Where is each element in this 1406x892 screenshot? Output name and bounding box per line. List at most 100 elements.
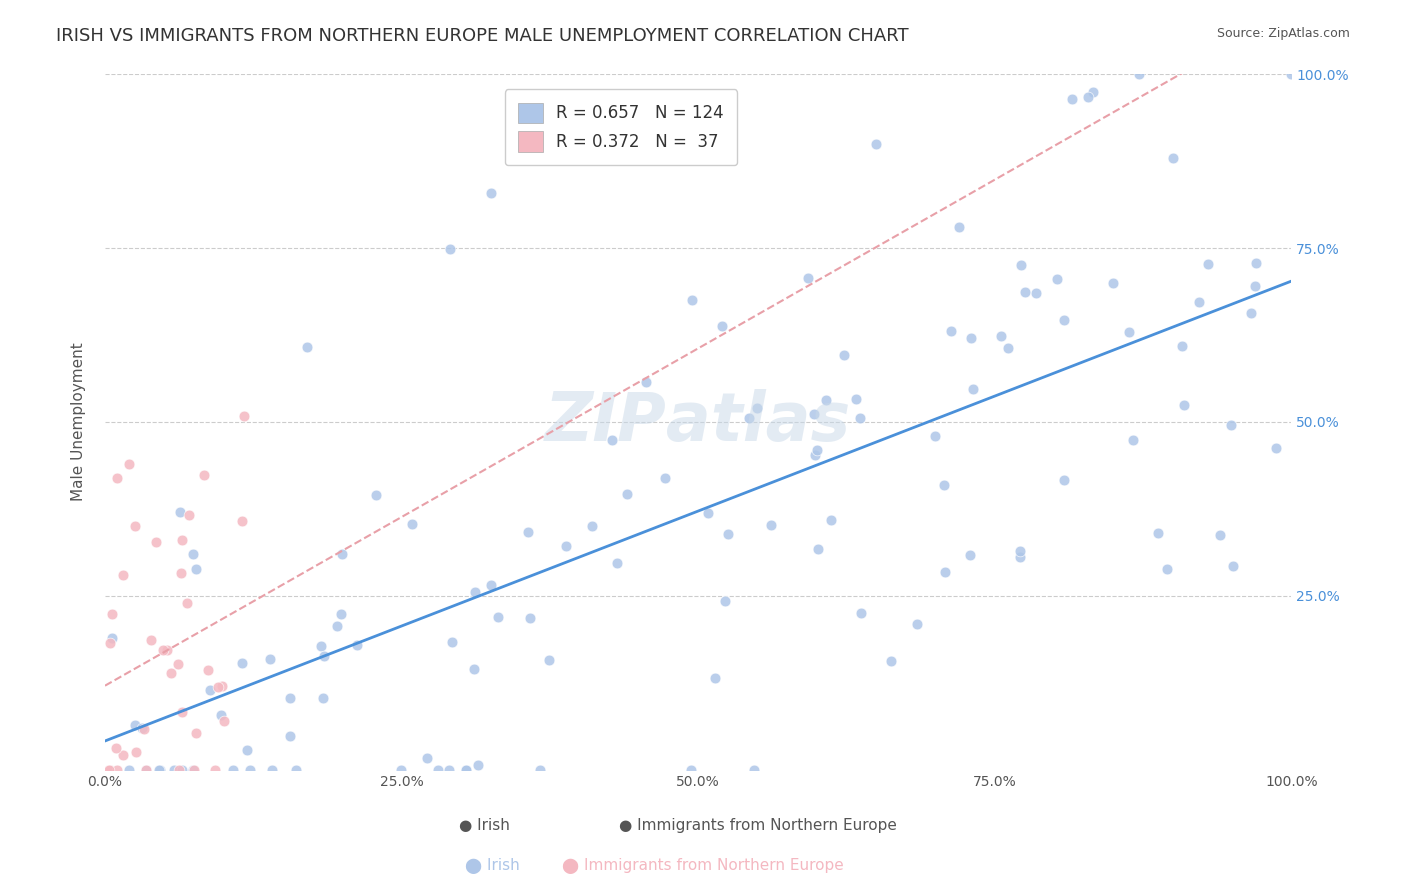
Y-axis label: Male Unemployment: Male Unemployment: [72, 343, 86, 501]
Point: [1208, 528, 1230, 542]
Point: [149, 763, 172, 777]
Point: [851, 607, 873, 621]
Point: [1062, 91, 1084, 105]
Point: [1156, 561, 1178, 575]
Point: [716, 527, 738, 541]
Text: ZIP​atlas: ZIP​atlas: [546, 389, 851, 455]
Point: [959, 331, 981, 345]
Point: [1244, 256, 1267, 270]
Point: [314, 649, 336, 664]
Point: [156, 643, 179, 657]
Point: [845, 392, 868, 407]
Point: [183, 763, 205, 777]
Legend: R = 0.657   N = 124, R = 0.372   N =  37: R = 0.657 N = 124, R = 0.372 N = 37: [505, 89, 737, 165]
Point: [807, 542, 830, 557]
Point: [681, 293, 703, 307]
Point: [207, 680, 229, 694]
Point: [519, 611, 541, 625]
Point: [529, 763, 551, 777]
Point: [905, 617, 928, 632]
Point: [105, 763, 128, 777]
Point: [232, 409, 254, 424]
Text: Source: ZipAtlas.com: Source: ZipAtlas.com: [1216, 27, 1350, 40]
Point: [118, 763, 141, 777]
Point: [714, 594, 737, 608]
Point: [346, 639, 368, 653]
Point: [177, 508, 200, 522]
Text: ⬤ Irish: ⬤ Irish: [465, 858, 519, 873]
Point: [479, 186, 502, 201]
Point: [111, 568, 134, 582]
Point: [259, 651, 281, 665]
Point: [1014, 285, 1036, 300]
Point: [118, 457, 141, 471]
Point: [160, 666, 183, 681]
Point: [880, 654, 903, 668]
Point: [697, 506, 720, 520]
Point: [278, 690, 301, 705]
Text: ⬤ Immigrants from Northern Europe: ⬤ Immigrants from Northern Europe: [562, 858, 844, 873]
Point: [183, 547, 205, 561]
Point: [1170, 339, 1192, 353]
Point: [814, 392, 837, 407]
Text: ● Immigrants from Northern Europe: ● Immigrants from Northern Europe: [619, 818, 897, 833]
Point: [934, 566, 956, 580]
Point: [1081, 86, 1104, 100]
Point: [366, 488, 388, 502]
Point: [427, 763, 450, 777]
Point: [948, 220, 970, 235]
Point: [849, 411, 872, 425]
Point: [186, 562, 208, 576]
Point: [285, 763, 308, 777]
Point: [98, 635, 121, 649]
Point: [125, 745, 148, 759]
Point: [297, 340, 319, 354]
Point: [416, 751, 439, 765]
Point: [710, 319, 733, 334]
Point: [1122, 433, 1144, 447]
Point: [581, 519, 603, 533]
Point: [600, 433, 623, 447]
Point: [124, 717, 146, 731]
Point: [330, 547, 353, 561]
Point: [1239, 306, 1261, 320]
Point: [454, 763, 477, 777]
Point: [797, 271, 820, 285]
Point: [1244, 278, 1267, 293]
Point: [236, 743, 259, 757]
Point: [169, 566, 191, 580]
Point: [437, 763, 460, 777]
Point: [278, 729, 301, 743]
Point: [939, 325, 962, 339]
Point: [148, 763, 170, 777]
Point: [456, 763, 478, 777]
Point: [742, 763, 765, 777]
Point: [309, 640, 332, 654]
Point: [932, 478, 955, 492]
Point: [962, 382, 984, 396]
Text: IRISH VS IMMIGRANTS FROM NORTHERN EUROPE MALE UNEMPLOYMENT CORRELATION CHART: IRISH VS IMMIGRANTS FROM NORTHERN EUROPE…: [56, 27, 908, 45]
Point: [211, 680, 233, 694]
Point: [606, 556, 628, 570]
Point: [1173, 398, 1195, 412]
Point: [806, 442, 828, 457]
Point: [538, 653, 561, 667]
Point: [634, 375, 657, 389]
Point: [804, 448, 827, 462]
Point: [1102, 276, 1125, 290]
Point: [486, 609, 509, 624]
Point: [329, 607, 352, 621]
Point: [1197, 257, 1219, 271]
Point: [555, 539, 578, 553]
Point: [389, 763, 412, 777]
Point: [311, 690, 333, 705]
Point: [997, 341, 1019, 355]
Point: [803, 408, 825, 422]
Point: [184, 725, 207, 739]
Point: [467, 758, 489, 772]
Point: [1008, 543, 1031, 558]
Point: [479, 577, 502, 591]
Point: [440, 635, 463, 649]
Point: [959, 548, 981, 562]
Point: [759, 517, 782, 532]
